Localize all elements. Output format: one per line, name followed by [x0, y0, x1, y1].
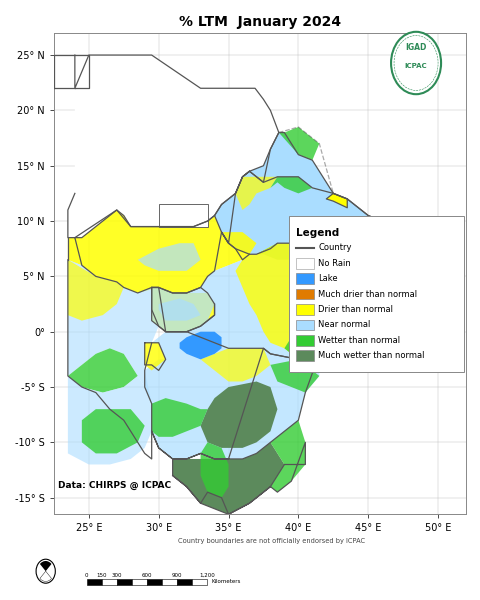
Text: 0: 0 [84, 573, 88, 578]
Text: 900: 900 [171, 573, 181, 578]
Polygon shape [200, 442, 228, 497]
Text: ICPAC: ICPAC [404, 63, 427, 69]
Polygon shape [151, 287, 214, 332]
Text: Drier than normal: Drier than normal [318, 305, 393, 314]
Text: Near normal: Near normal [318, 320, 370, 329]
Polygon shape [235, 177, 277, 210]
FancyBboxPatch shape [295, 258, 314, 269]
Polygon shape [325, 254, 437, 299]
Text: Much drier than normal: Much drier than normal [318, 290, 417, 299]
Text: Data: CHIRPS @ ICPAC: Data: CHIRPS @ ICPAC [58, 481, 171, 490]
Polygon shape [137, 243, 200, 271]
Text: Country boundaries are not officially endorsed by ICPAC: Country boundaries are not officially en… [177, 538, 364, 544]
Polygon shape [158, 205, 207, 227]
FancyBboxPatch shape [295, 289, 314, 299]
Polygon shape [325, 193, 347, 208]
Polygon shape [278, 127, 319, 160]
Polygon shape [158, 299, 200, 320]
Text: Kilometers: Kilometers [211, 579, 240, 584]
Polygon shape [68, 349, 137, 392]
Text: 150: 150 [96, 573, 107, 578]
Polygon shape [256, 243, 298, 260]
Polygon shape [68, 55, 278, 238]
Polygon shape [270, 359, 319, 392]
Polygon shape [249, 133, 333, 199]
Text: Wetter than normal: Wetter than normal [318, 336, 400, 345]
Polygon shape [284, 315, 319, 359]
Text: 1,200: 1,200 [199, 573, 214, 578]
Text: Much wetter than normal: Much wetter than normal [318, 351, 424, 360]
Polygon shape [200, 382, 277, 448]
Polygon shape [270, 420, 305, 492]
Polygon shape [221, 232, 256, 254]
Polygon shape [305, 193, 458, 326]
Text: 300: 300 [111, 573, 121, 578]
Polygon shape [214, 171, 402, 254]
Polygon shape [270, 177, 312, 193]
Text: No Rain: No Rain [318, 259, 350, 268]
Polygon shape [68, 210, 249, 293]
Text: Country: Country [318, 244, 351, 253]
Polygon shape [144, 343, 165, 370]
Text: IGAD: IGAD [405, 43, 426, 52]
Title: % LTM  January 2024: % LTM January 2024 [179, 15, 340, 29]
Text: 600: 600 [141, 573, 152, 578]
FancyBboxPatch shape [295, 304, 314, 315]
FancyBboxPatch shape [288, 216, 463, 372]
FancyBboxPatch shape [295, 335, 314, 346]
Polygon shape [235, 243, 319, 359]
Polygon shape [179, 332, 221, 359]
Polygon shape [68, 376, 151, 464]
Text: Legend: Legend [295, 229, 338, 238]
Polygon shape [172, 442, 284, 514]
Polygon shape [151, 398, 207, 437]
Polygon shape [68, 260, 123, 320]
Polygon shape [200, 349, 270, 382]
Polygon shape [68, 260, 158, 404]
Text: Lake: Lake [318, 274, 337, 283]
FancyBboxPatch shape [295, 274, 314, 284]
FancyBboxPatch shape [295, 320, 314, 330]
Polygon shape [305, 221, 416, 282]
Polygon shape [151, 232, 319, 359]
Polygon shape [82, 409, 144, 454]
FancyBboxPatch shape [295, 350, 314, 361]
Polygon shape [144, 332, 319, 459]
